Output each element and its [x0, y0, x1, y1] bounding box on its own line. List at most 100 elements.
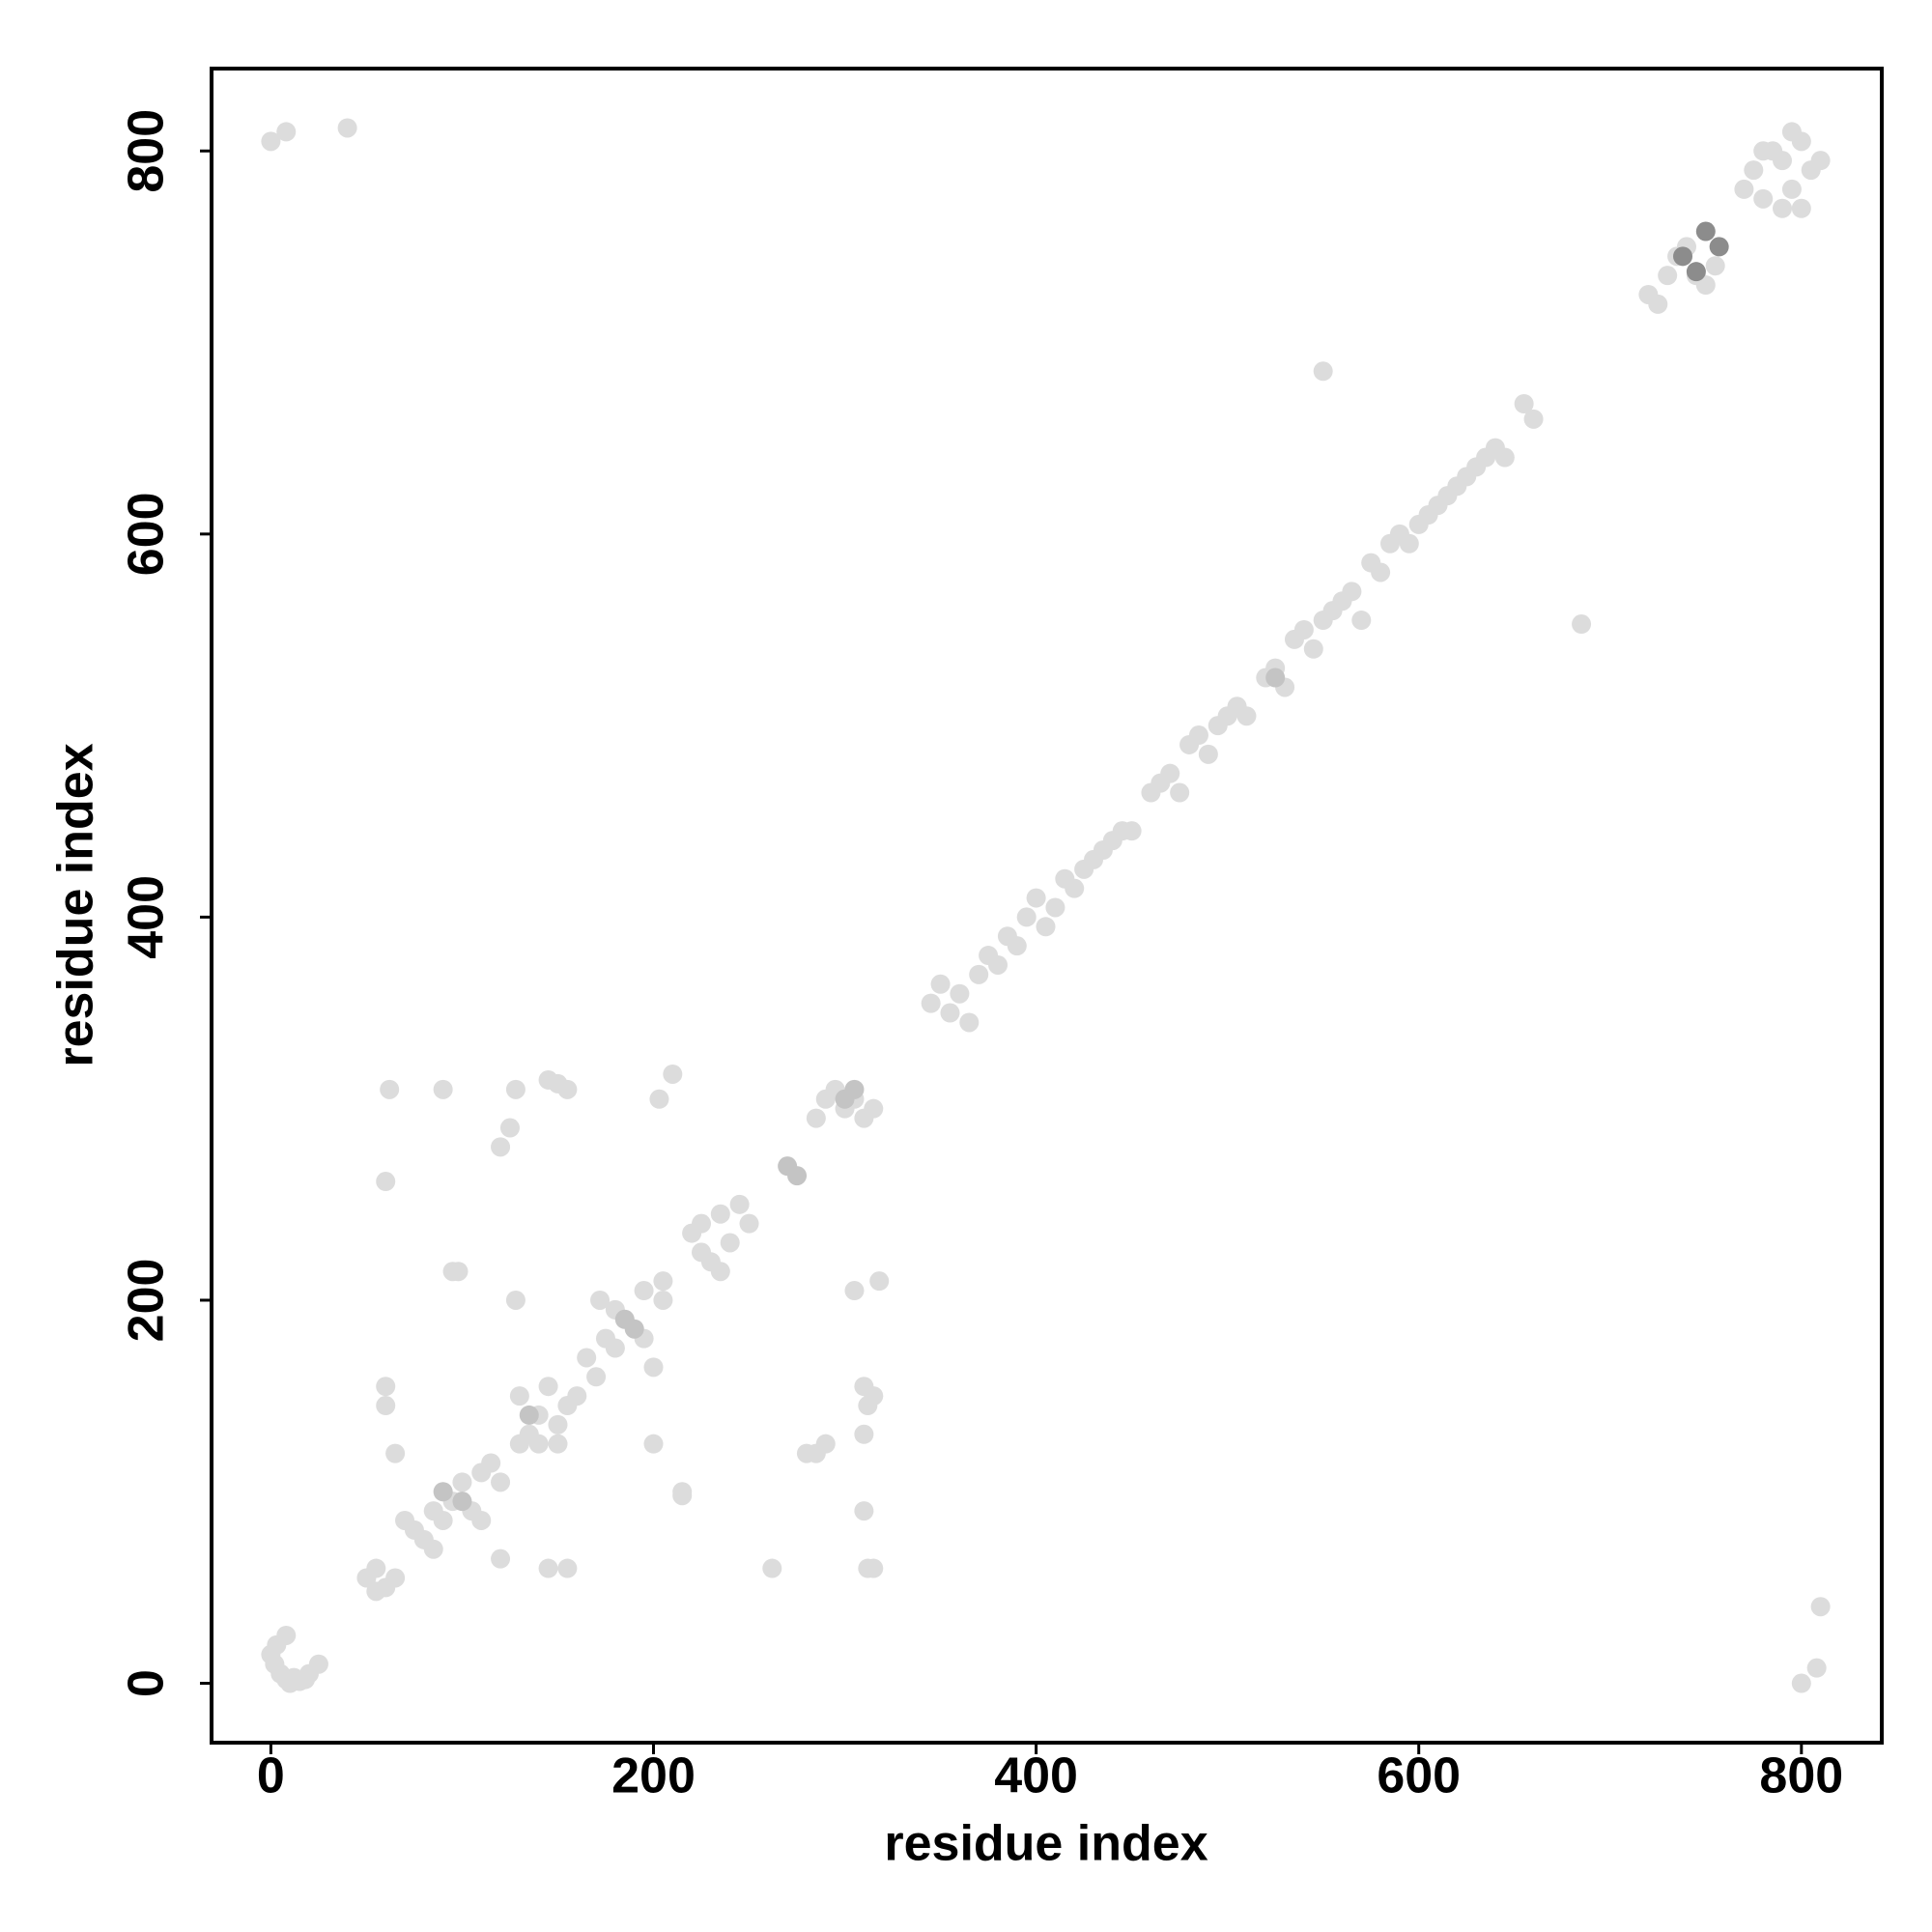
- x-tick-label: 800: [1759, 1748, 1843, 1804]
- point: [1673, 246, 1693, 267]
- point: [739, 1213, 759, 1234]
- point: [505, 1079, 526, 1099]
- point: [605, 1338, 625, 1358]
- point: [433, 1510, 453, 1530]
- point: [376, 1377, 396, 1397]
- point: [815, 1434, 836, 1454]
- plot-frame: [210, 67, 1884, 1745]
- point: [1016, 907, 1037, 927]
- point: [380, 1079, 400, 1099]
- point: [308, 1654, 328, 1674]
- point: [1810, 1597, 1831, 1617]
- x-tick-label: 200: [611, 1748, 696, 1804]
- point: [921, 993, 941, 1013]
- point: [710, 1262, 730, 1282]
- x-tick-label: 0: [257, 1748, 285, 1804]
- point: [1236, 706, 1257, 726]
- point: [448, 1262, 469, 1282]
- point: [557, 1079, 578, 1099]
- point: [1705, 256, 1725, 276]
- point: [1686, 262, 1706, 282]
- point: [1773, 198, 1793, 218]
- point: [1065, 878, 1085, 898]
- point: [653, 1290, 673, 1310]
- y-tick-label: 400: [119, 875, 175, 959]
- point: [1313, 361, 1333, 382]
- point: [1523, 409, 1544, 429]
- point: [1744, 160, 1764, 181]
- y-tick-label: 0: [119, 1669, 175, 1697]
- point: [499, 1118, 520, 1138]
- point: [1734, 179, 1754, 199]
- point: [672, 1486, 693, 1506]
- point: [528, 1434, 549, 1454]
- point: [864, 1098, 884, 1119]
- y-tick-label: 600: [119, 492, 175, 576]
- point: [538, 1377, 558, 1397]
- x-axis-label: residue index: [884, 1816, 1208, 1872]
- point: [720, 1233, 740, 1253]
- point: [491, 1472, 511, 1492]
- point: [1399, 533, 1419, 554]
- point: [643, 1434, 664, 1454]
- point: [634, 1281, 654, 1301]
- point: [624, 1319, 644, 1339]
- point: [663, 1064, 683, 1084]
- point: [366, 1558, 386, 1578]
- point: [1342, 582, 1362, 602]
- point: [1026, 888, 1046, 908]
- y-tick-label: 800: [119, 109, 175, 193]
- point: [1494, 447, 1515, 468]
- point: [590, 1290, 611, 1310]
- point: [869, 1271, 890, 1292]
- point: [1514, 393, 1534, 413]
- point: [385, 1568, 406, 1588]
- point: [577, 1348, 597, 1368]
- point: [1007, 936, 1027, 956]
- point: [1160, 763, 1180, 783]
- point: [1371, 562, 1391, 582]
- point: [505, 1290, 526, 1310]
- point: [692, 1213, 712, 1234]
- point: [950, 983, 970, 1004]
- point: [1198, 744, 1218, 764]
- point: [762, 1558, 782, 1578]
- point: [1036, 917, 1056, 937]
- point: [1810, 151, 1831, 171]
- point: [1045, 897, 1065, 918]
- point: [649, 1089, 669, 1109]
- point: [276, 122, 297, 142]
- point: [1293, 619, 1314, 639]
- point: [729, 1194, 750, 1214]
- point: [1753, 188, 1774, 209]
- x-tick-label: 600: [1377, 1748, 1461, 1804]
- point: [1188, 725, 1208, 746]
- y-axis-label: residue index: [48, 743, 104, 1066]
- point: [969, 964, 989, 984]
- point: [710, 1204, 730, 1224]
- point: [864, 1386, 884, 1406]
- point: [844, 1281, 865, 1301]
- point: [987, 954, 1008, 975]
- point: [930, 974, 951, 994]
- point: [519, 1405, 539, 1425]
- point: [854, 1424, 874, 1444]
- point: [586, 1367, 607, 1387]
- point: [557, 1558, 578, 1578]
- point: [787, 1166, 808, 1186]
- point: [653, 1271, 673, 1292]
- point: [452, 1472, 472, 1492]
- point: [1648, 294, 1668, 314]
- point: [1781, 179, 1802, 199]
- point: [1695, 275, 1716, 296]
- point: [267, 1634, 287, 1655]
- point: [1170, 782, 1190, 803]
- point: [385, 1443, 406, 1463]
- point: [366, 1581, 386, 1602]
- point: [1791, 1673, 1811, 1693]
- point: [1709, 237, 1729, 257]
- point: [433, 1079, 453, 1099]
- point: [376, 1396, 396, 1416]
- point: [423, 1539, 443, 1559]
